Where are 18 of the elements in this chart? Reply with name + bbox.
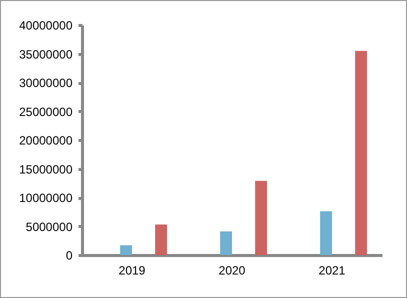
y-tick-label: 30000000 (19, 76, 73, 90)
bar (220, 231, 232, 255)
bar (320, 211, 332, 255)
bar (355, 50, 367, 255)
bar (155, 224, 167, 255)
y-tick-label: 0 (66, 248, 73, 262)
bar (255, 180, 267, 255)
y-tick-label: 5000000 (26, 220, 73, 234)
x-tick-label: 2020 (218, 264, 246, 278)
x-tick-label: 2019 (118, 264, 146, 278)
y-tick-label: 40000000 (19, 18, 73, 32)
y-tick-label: 35000000 (19, 47, 73, 62)
bar (120, 245, 132, 255)
y-tick-label: 15000000 (19, 162, 73, 176)
y-tick-label: 10000000 (19, 191, 73, 205)
y-tick-label: 20000000 (19, 134, 73, 148)
y-tick-label: 25000000 (19, 104, 73, 119)
x-tick-label: 2021 (318, 264, 346, 278)
